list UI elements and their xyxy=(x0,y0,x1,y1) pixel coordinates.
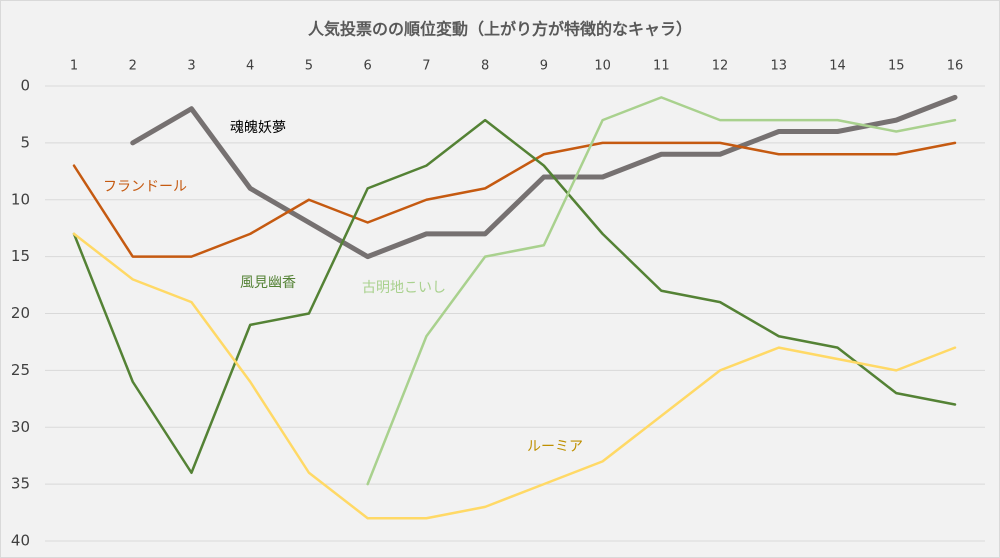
y-tick-label: 30 xyxy=(11,418,30,436)
x-tick-label: 1 xyxy=(70,59,78,74)
x-tick-label: 11 xyxy=(653,59,670,74)
series-label: 古明地こいし xyxy=(362,280,446,296)
series-label: フランドール xyxy=(103,179,187,195)
chart-title: 人気投票のの順位変動（上がり方が特徴的なキャラ） xyxy=(308,20,692,39)
x-tick-label: 6 xyxy=(364,59,372,74)
x-tick-label: 3 xyxy=(187,59,195,74)
y-tick-label: 20 xyxy=(11,304,30,322)
series-line xyxy=(366,96,957,486)
series-line xyxy=(72,118,957,474)
x-tick-label: 4 xyxy=(246,59,254,74)
series-line xyxy=(72,141,957,258)
x-tick-label: 9 xyxy=(540,59,548,74)
series-label: ルーミア xyxy=(527,439,583,455)
y-tick-label: 25 xyxy=(11,361,30,379)
y-tick-label: 10 xyxy=(11,190,30,208)
x-tick-label: 12 xyxy=(712,59,729,74)
y-tick-label: 15 xyxy=(11,247,30,265)
series-line xyxy=(72,232,957,520)
y-tick-label: 5 xyxy=(20,133,30,151)
x-tick-label: 16 xyxy=(947,59,964,74)
y-tick-label: 0 xyxy=(20,77,30,95)
x-tick-label: 14 xyxy=(829,59,846,74)
x-tick-label: 10 xyxy=(594,59,611,74)
x-tick-label: 13 xyxy=(771,59,788,74)
x-tick-label: 5 xyxy=(305,59,313,74)
x-tick-label: 7 xyxy=(422,59,430,74)
x-tick-label: 8 xyxy=(481,59,489,74)
y-tick-label: 35 xyxy=(11,475,30,493)
series-label: 風見幽香 xyxy=(240,275,296,291)
x-tick-label: 15 xyxy=(888,59,905,74)
series-label: 魂魄妖夢 xyxy=(230,120,286,136)
y-tick-label: 40 xyxy=(11,532,30,550)
series-line xyxy=(130,94,958,260)
x-tick-label: 2 xyxy=(129,59,137,74)
